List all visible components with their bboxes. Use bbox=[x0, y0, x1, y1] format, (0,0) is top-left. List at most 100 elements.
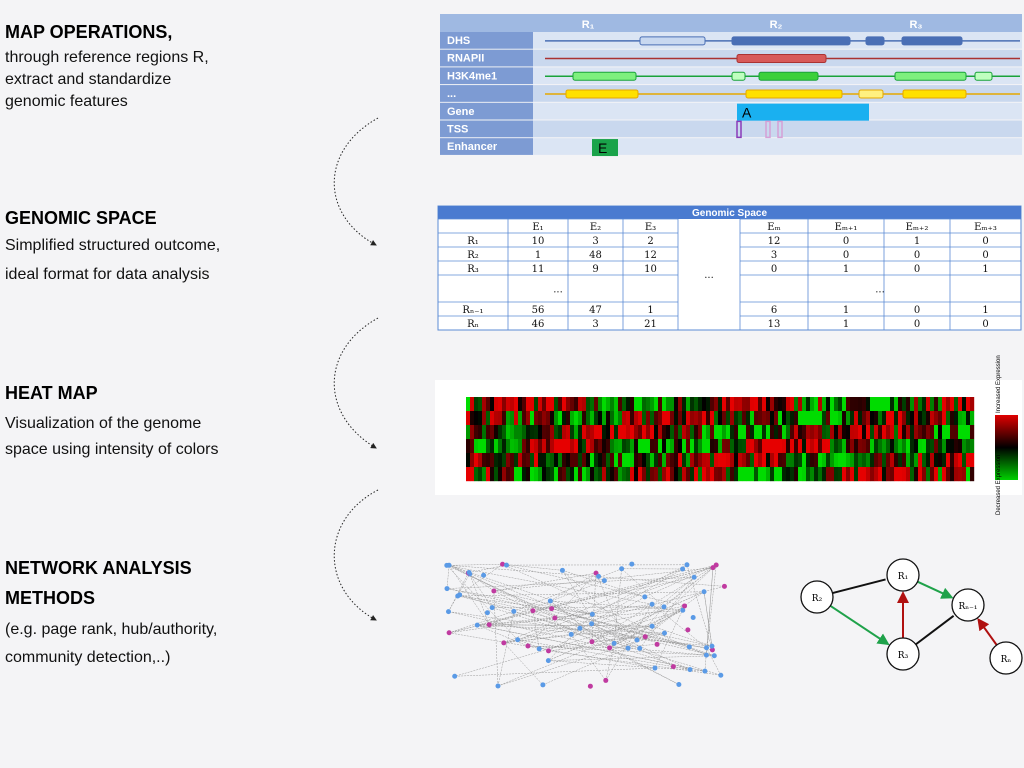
heat-cell bbox=[598, 439, 603, 454]
heat-cell bbox=[910, 425, 915, 440]
heat-cell bbox=[542, 411, 547, 426]
heat-cell bbox=[534, 439, 539, 454]
network-edge bbox=[454, 667, 655, 677]
heat-cell bbox=[590, 467, 595, 482]
network-node bbox=[709, 643, 715, 649]
heat-cell bbox=[614, 411, 619, 426]
section-title: GENOMIC SPACE bbox=[5, 208, 157, 228]
network-node bbox=[642, 594, 648, 600]
heat-cell bbox=[646, 397, 651, 412]
heat-cell bbox=[622, 425, 627, 440]
network-node bbox=[685, 627, 691, 633]
heat-cell bbox=[918, 425, 923, 440]
heat-cell bbox=[670, 439, 675, 454]
heat-cell bbox=[554, 453, 559, 468]
heat-cell bbox=[670, 467, 675, 482]
heat-cell bbox=[754, 411, 759, 426]
heat-cell bbox=[830, 397, 835, 412]
heat-cell bbox=[522, 425, 527, 440]
heat-cell bbox=[690, 453, 695, 468]
heat-cell bbox=[614, 425, 619, 440]
network-node bbox=[951, 588, 985, 622]
heat-cell bbox=[926, 425, 931, 440]
heat-cell bbox=[966, 411, 971, 426]
heat-cell bbox=[770, 425, 775, 440]
heat-cell bbox=[562, 411, 567, 426]
heat-cell bbox=[962, 467, 967, 482]
cell: 12 bbox=[768, 236, 781, 247]
heat-cell bbox=[878, 439, 883, 454]
heat-cell bbox=[538, 467, 543, 482]
network-node bbox=[577, 625, 583, 631]
network-node bbox=[886, 637, 920, 671]
heat-cell bbox=[610, 425, 615, 440]
heatmap bbox=[466, 397, 975, 482]
heat-cell bbox=[858, 453, 863, 468]
heat-cell bbox=[678, 439, 683, 454]
heat-cell bbox=[958, 411, 963, 426]
heat-cell bbox=[498, 411, 503, 426]
network-node bbox=[501, 640, 507, 646]
network-edge bbox=[513, 611, 640, 649]
network-node bbox=[701, 589, 707, 595]
heat-cell bbox=[650, 425, 655, 440]
cell: 6 bbox=[771, 305, 777, 316]
heat-cell bbox=[898, 453, 903, 468]
heat-cell bbox=[546, 467, 551, 482]
heat-cell bbox=[922, 411, 927, 426]
heat-cell bbox=[954, 397, 959, 412]
heat-cell bbox=[502, 453, 507, 468]
heat-cell bbox=[838, 439, 843, 454]
heat-cell bbox=[782, 439, 787, 454]
column-gap: ... bbox=[704, 270, 714, 281]
network-edge bbox=[609, 647, 680, 685]
heat-cell bbox=[882, 397, 887, 412]
heat-cell bbox=[530, 453, 535, 468]
track-peak bbox=[731, 36, 851, 46]
heat-cell bbox=[894, 425, 899, 440]
track-peak bbox=[758, 71, 819, 81]
heat-cell bbox=[590, 453, 595, 468]
track-row bbox=[440, 138, 1022, 155]
heat-cell bbox=[834, 467, 839, 482]
region-label: R₁ bbox=[582, 19, 595, 31]
heat-cell bbox=[770, 453, 775, 468]
heat-cell bbox=[846, 453, 851, 468]
heat-cell bbox=[878, 467, 883, 482]
heat-cell bbox=[538, 453, 543, 468]
network-edge bbox=[469, 573, 493, 608]
heat-cell bbox=[514, 439, 519, 454]
network-edge bbox=[503, 625, 653, 644]
network-edge bbox=[636, 591, 705, 641]
heat-cell bbox=[674, 411, 679, 426]
heat-cell bbox=[570, 397, 575, 412]
heat-cell bbox=[602, 467, 607, 482]
network-edge bbox=[621, 568, 665, 608]
heat-cell bbox=[862, 411, 867, 426]
heat-cell bbox=[542, 453, 547, 468]
heat-cell bbox=[686, 425, 691, 440]
heat-cell bbox=[594, 467, 599, 482]
heat-cell bbox=[474, 425, 479, 440]
cell: 56 bbox=[532, 305, 545, 316]
cell: 2 bbox=[647, 236, 653, 247]
heat-cell bbox=[566, 397, 571, 412]
network-edge bbox=[532, 564, 717, 611]
heat-cell bbox=[734, 397, 739, 412]
heat-cell bbox=[866, 453, 871, 468]
heat-cell bbox=[702, 397, 707, 412]
heat-cell bbox=[710, 453, 715, 468]
heat-cell bbox=[886, 411, 891, 426]
heat-cell bbox=[654, 439, 659, 454]
network-edge bbox=[449, 603, 653, 634]
heat-cell bbox=[650, 411, 655, 426]
heat-cell bbox=[970, 397, 975, 412]
heat-cell bbox=[846, 425, 851, 440]
heat-cell bbox=[534, 411, 539, 426]
network-node bbox=[800, 580, 834, 614]
heat-cell bbox=[530, 439, 535, 454]
heat-cell bbox=[510, 411, 515, 426]
heat-cell bbox=[914, 397, 919, 412]
heat-cell bbox=[882, 411, 887, 426]
